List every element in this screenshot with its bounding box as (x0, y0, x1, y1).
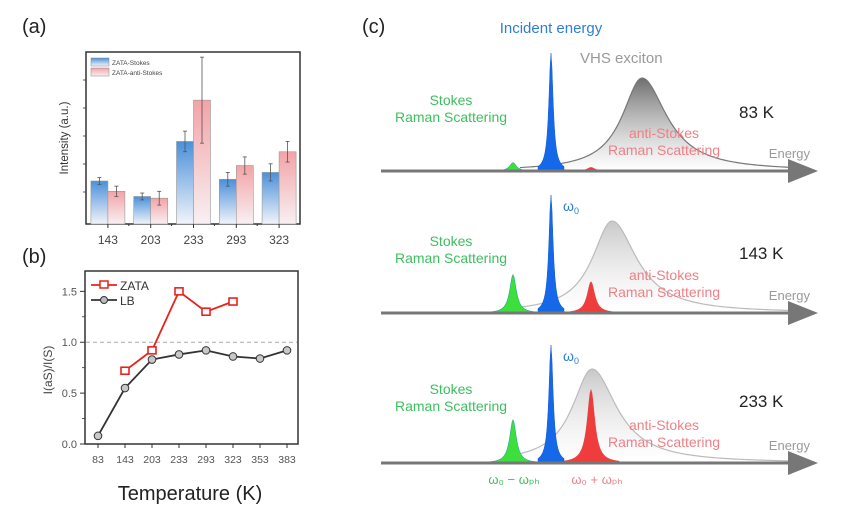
antistokes-shift-label: ω₀ + ωₚₕ (571, 472, 622, 487)
x-tick-label-b: 323 (224, 454, 242, 466)
vhs-exciton-label: VHS exciton (580, 50, 663, 67)
data-point-zata (120, 366, 130, 376)
stokes-label-line2: Raman Scattering (395, 398, 507, 414)
omega-symbol: ω (563, 348, 574, 364)
x-tick-label-a: 293 (226, 233, 246, 247)
y-axis-label-b: I(aS)/I(S) (41, 346, 55, 395)
legend-label-stokes: ZATA-Stokes (112, 60, 150, 67)
stokes-label: Stokes (430, 92, 473, 108)
y-tick-label-b: 0.0 (62, 439, 77, 451)
legend-marker-zata (99, 280, 109, 289)
data-point-zata (174, 287, 184, 296)
incident-peak (537, 194, 565, 314)
temperature-label: 143 K (739, 244, 784, 263)
data-point-lb (93, 431, 103, 441)
stokes-label: Stokes (430, 233, 473, 249)
antistokes-peak (562, 388, 620, 464)
series-line-lb (97, 349, 288, 437)
x-tick-label-a: 233 (183, 233, 203, 247)
incident-peak (537, 344, 565, 464)
omega-subscript: 0 (574, 356, 579, 366)
x-tick-label-a: 203 (141, 233, 161, 247)
x-tick-label-a: 323 (269, 233, 289, 247)
data-point-lb (174, 350, 184, 359)
x-tick-label-b: 353 (251, 454, 269, 466)
stokes-label-line2: Raman Scattering (395, 109, 507, 125)
legend-a: ZATA-Stokes ZATA-anti-Stokes (90, 57, 163, 77)
data-point-lb (228, 352, 238, 361)
bar-antistokes (278, 151, 297, 225)
omega-subscript: 0 (574, 206, 579, 216)
legend-label-antistokes: ZATA-anti-Stokes (112, 70, 163, 77)
bar-stokes (176, 141, 194, 225)
energy-axis-label: Energy (769, 438, 811, 453)
omega0-label: ω0 (563, 198, 579, 216)
panel-label-c: (c) (362, 16, 385, 38)
exciton-curve (519, 220, 801, 312)
energy-axis-label: Energy (769, 146, 811, 161)
legend-swatch-stokes (90, 57, 110, 67)
incident-energy-label: Incident energy (500, 20, 603, 37)
incident-peak (537, 52, 565, 172)
x-tick-label-b: 143 (116, 454, 134, 466)
stokes-shift-label: ω₀ − ωₚₕ (488, 472, 539, 487)
omega0-label: ω0 (563, 348, 579, 366)
data-point-lb (282, 346, 292, 355)
x-tick-label-b: 233 (170, 454, 188, 466)
legend-label-zata: ZATA (120, 279, 149, 293)
line-chart-b: I(aS)/I(S) Temperature (K) 83 143 203 233 29… (41, 270, 299, 505)
temperature-label: 83 K (739, 103, 775, 122)
legend-b: ZATA LB (91, 279, 149, 308)
stokes-label-line2: Raman Scattering (395, 250, 507, 266)
data-point-zata (201, 307, 211, 317)
panel-label-a: (a) (22, 16, 46, 38)
legend-marker-lb (100, 296, 108, 304)
legend-label-lb: LB (120, 294, 135, 308)
legend-swatch-antistokes (90, 67, 110, 77)
x-tick-label-b: 203 (143, 454, 161, 466)
temperature-label: 233 K (739, 392, 784, 411)
data-point-zata (228, 297, 238, 306)
antistokes-label: anti-Stokes (629, 417, 699, 433)
bar-stokes (133, 196, 151, 225)
antistokes-label-line2: Raman Scattering (608, 284, 720, 300)
energy-axis-label: Energy (769, 288, 811, 303)
x-tick-label-b: 83 (92, 454, 104, 466)
x-tick-label-b: 383 (278, 454, 296, 466)
x-axis-label-b: Temperature (K) (118, 483, 263, 505)
antistokes-label-line2: Raman Scattering (608, 142, 720, 158)
antistokes-label: anti-Stokes (629, 125, 699, 141)
exciton-band (520, 78, 800, 171)
x-tick-label-a: 143 (98, 233, 118, 247)
y-tick-label-b: 1.5 (62, 286, 77, 298)
y-tick-label-b: 1.0 (62, 337, 77, 349)
data-point-lb (120, 383, 130, 393)
data-point-lb (201, 346, 211, 355)
antistokes-label-line2: Raman Scattering (608, 434, 720, 450)
bar-stokes (90, 180, 109, 225)
bar-chart-a: Intensity (a.u.) 143 203 233 293 323 ZATA-St… (59, 51, 301, 247)
data-point-lb (147, 355, 157, 364)
exciton-curve (519, 368, 801, 462)
data-point-zata (147, 346, 157, 355)
panel-label-b: (b) (22, 246, 46, 268)
data-point-lb (255, 354, 265, 363)
antistokes-label: anti-Stokes (629, 267, 699, 283)
y-tick-label-b: 0.5 (62, 388, 77, 400)
x-tick-label-b: 293 (197, 454, 215, 466)
omega-symbol: ω (563, 198, 574, 214)
exciton-curve (519, 77, 801, 169)
stokes-label: Stokes (430, 381, 473, 397)
y-axis-label-a: Intensity (a.u.) (59, 101, 71, 174)
